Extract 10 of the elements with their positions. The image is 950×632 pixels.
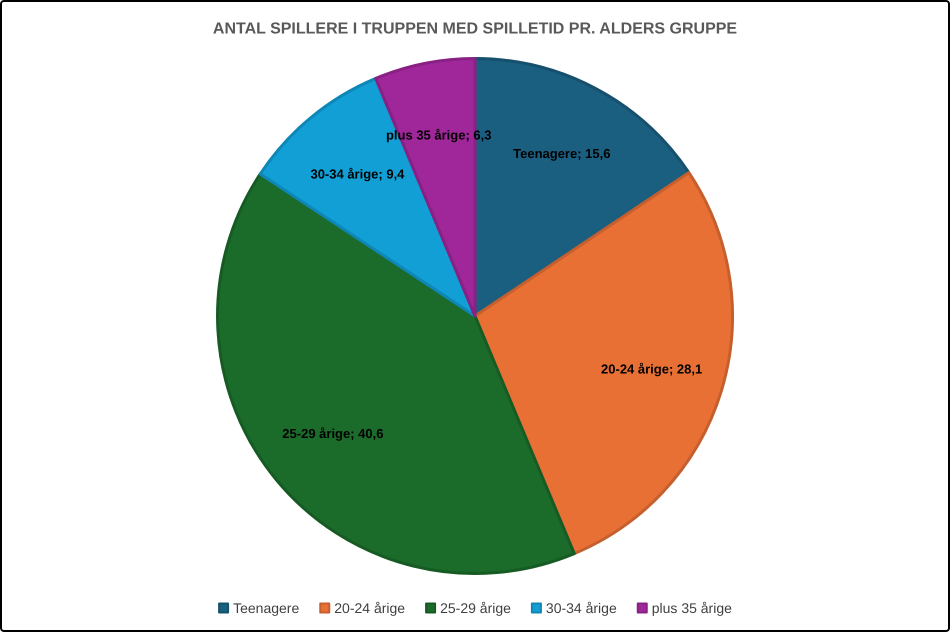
legend-label: 25-29 årige xyxy=(440,600,512,616)
data-label: 20-24 årige; 28,1 xyxy=(601,362,702,377)
legend-label: 20-24 årige xyxy=(334,600,406,616)
data-label: 30-34 årige; 9,4 xyxy=(310,166,406,182)
chart-title: ANTAL SPILLERE I TRUPPEN MED SPILLETID PR. ALDERS GRUPPE xyxy=(212,20,738,38)
legend-label: Teenagere xyxy=(233,600,300,616)
data-label: 25-29 årige; 40,6 xyxy=(282,426,384,442)
legend-label: 30-34 årige xyxy=(546,600,617,616)
legend-label: plus 35 årige xyxy=(652,600,732,616)
data-label: Teenagere; 15,6 xyxy=(513,146,610,161)
